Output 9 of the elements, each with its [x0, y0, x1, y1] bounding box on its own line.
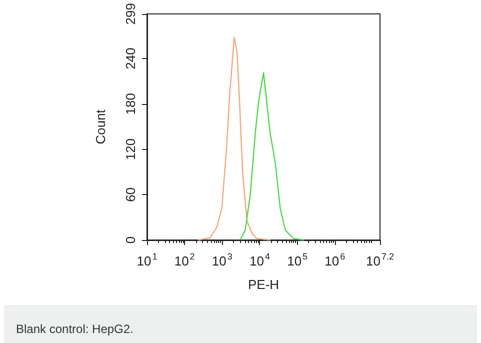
y-tick-label: 120	[123, 138, 138, 160]
y-axis-title: Count	[93, 109, 108, 144]
y-tick-label: 180	[123, 93, 138, 115]
y-tick-label: 60	[123, 187, 138, 202]
text: Blank control: HepG2.	[16, 322, 134, 336]
y-tick-label: 299	[123, 2, 138, 25]
y-tick-label: 240	[123, 48, 138, 70]
x-axis-title: PE-H	[248, 277, 280, 292]
y-tick-label: 0	[123, 236, 138, 244]
